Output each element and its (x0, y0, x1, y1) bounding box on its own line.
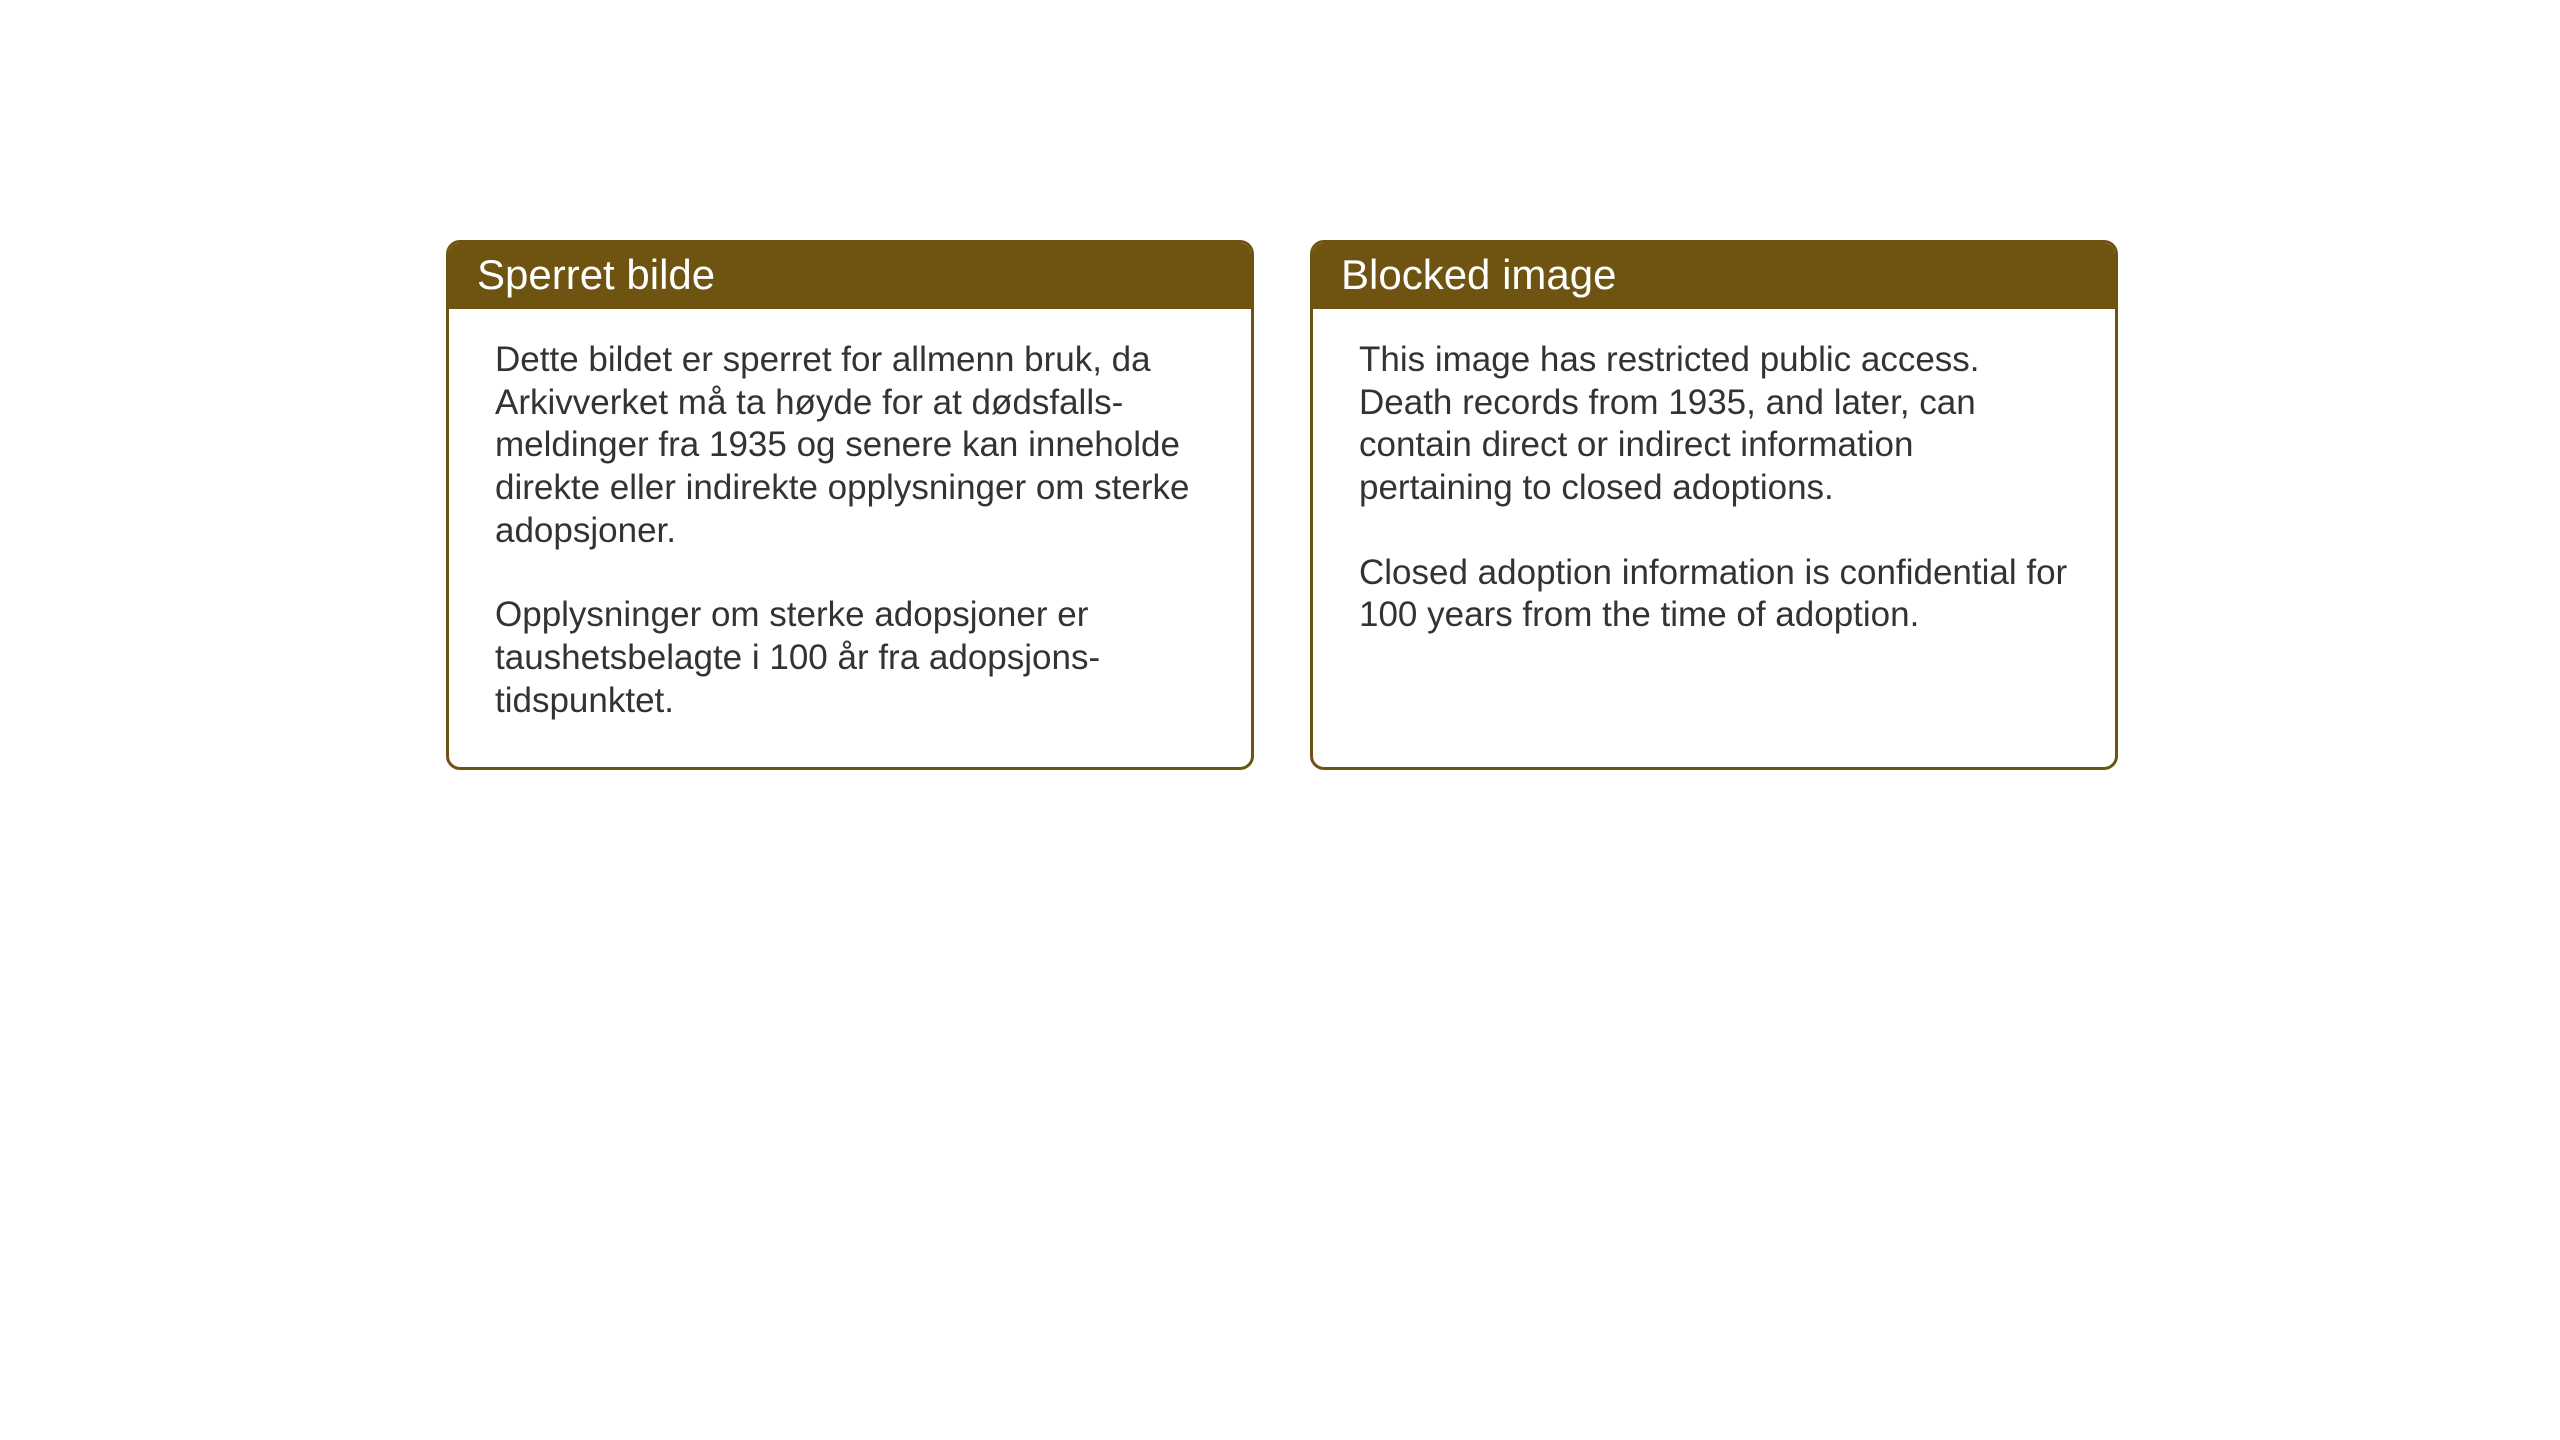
norwegian-paragraph-1: Dette bildet er sperret for allmenn bruk… (495, 339, 1205, 552)
english-paragraph-1: This image has restricted public access.… (1359, 339, 2069, 510)
english-card-body: This image has restricted public access.… (1313, 309, 2115, 767)
norwegian-notice-card: Sperret bilde Dette bildet er sperret fo… (446, 240, 1254, 770)
english-notice-card: Blocked image This image has restricted … (1310, 240, 2118, 770)
notice-container: Sperret bilde Dette bildet er sperret fo… (446, 240, 2118, 770)
norwegian-card-body: Dette bildet er sperret for allmenn bruk… (449, 309, 1251, 767)
norwegian-paragraph-2: Opplysninger om sterke adopsjoner er tau… (495, 594, 1205, 722)
english-paragraph-2: Closed adoption information is confident… (1359, 552, 2069, 637)
english-card-title: Blocked image (1313, 243, 2115, 309)
norwegian-card-title: Sperret bilde (449, 243, 1251, 309)
